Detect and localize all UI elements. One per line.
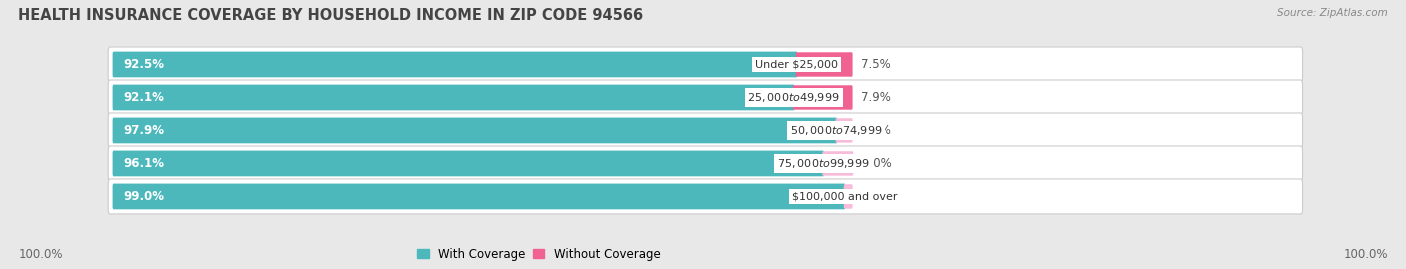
FancyBboxPatch shape: [823, 151, 853, 176]
FancyBboxPatch shape: [112, 183, 845, 209]
Text: Under $25,000: Under $25,000: [755, 59, 838, 69]
Text: 100.0%: 100.0%: [18, 248, 63, 261]
Text: 100.0%: 100.0%: [1343, 248, 1388, 261]
Text: 97.9%: 97.9%: [124, 124, 165, 137]
Text: 7.5%: 7.5%: [862, 58, 891, 71]
Text: Source: ZipAtlas.com: Source: ZipAtlas.com: [1277, 8, 1388, 18]
Text: 99.0%: 99.0%: [124, 190, 165, 203]
FancyBboxPatch shape: [108, 179, 1302, 214]
FancyBboxPatch shape: [112, 118, 838, 143]
Text: 2.1%: 2.1%: [862, 124, 891, 137]
FancyBboxPatch shape: [112, 52, 797, 77]
FancyBboxPatch shape: [108, 47, 1302, 82]
Text: $50,000 to $74,999: $50,000 to $74,999: [790, 124, 883, 137]
Text: 92.1%: 92.1%: [124, 91, 165, 104]
Text: $75,000 to $99,999: $75,000 to $99,999: [778, 157, 869, 170]
FancyBboxPatch shape: [108, 113, 1302, 148]
Text: $25,000 to $49,999: $25,000 to $49,999: [747, 91, 839, 104]
FancyBboxPatch shape: [835, 118, 852, 143]
FancyBboxPatch shape: [844, 184, 852, 209]
FancyBboxPatch shape: [108, 80, 1302, 115]
FancyBboxPatch shape: [108, 146, 1302, 181]
Text: 4.0%: 4.0%: [862, 157, 891, 170]
Text: 92.5%: 92.5%: [124, 58, 165, 71]
FancyBboxPatch shape: [796, 52, 852, 77]
Text: $100,000 and over: $100,000 and over: [792, 192, 897, 201]
FancyBboxPatch shape: [793, 85, 852, 110]
FancyBboxPatch shape: [112, 151, 824, 176]
FancyBboxPatch shape: [112, 85, 794, 110]
Text: 1.0%: 1.0%: [862, 190, 891, 203]
Legend: With Coverage, Without Coverage: With Coverage, Without Coverage: [416, 248, 661, 261]
Text: 96.1%: 96.1%: [124, 157, 165, 170]
Text: 7.9%: 7.9%: [862, 91, 891, 104]
Text: HEALTH INSURANCE COVERAGE BY HOUSEHOLD INCOME IN ZIP CODE 94566: HEALTH INSURANCE COVERAGE BY HOUSEHOLD I…: [18, 8, 644, 23]
